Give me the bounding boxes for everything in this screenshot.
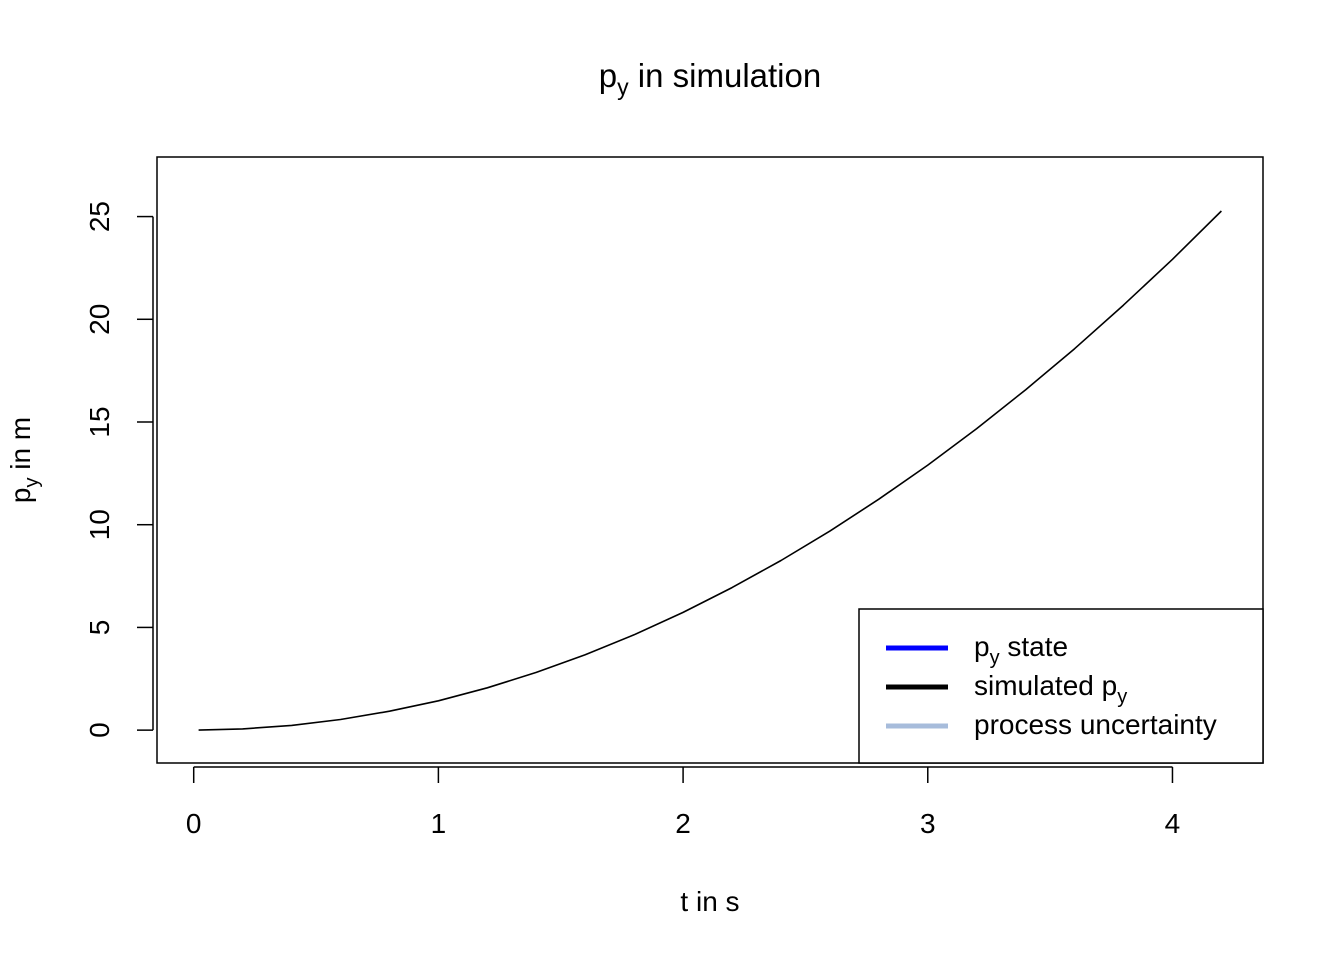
series-line-0	[198, 210, 1222, 731]
x-tick-label: 3	[920, 808, 936, 839]
x-tick-label: 1	[431, 808, 447, 839]
plot-frame	[156, 156, 1264, 764]
y-axis: 0 5 10 15 20 25	[84, 201, 154, 738]
y-axis-label: py in m	[5, 417, 43, 503]
x-tick-label: 2	[675, 808, 691, 839]
y-tick-label: 10	[84, 509, 115, 540]
y-tick-label: 15	[84, 406, 115, 437]
chart-title: py in simulation	[599, 57, 821, 100]
y-tick-label: 20	[84, 304, 115, 335]
legend-label-state: py state	[974, 631, 1068, 669]
y-tick-label: 25	[84, 201, 115, 232]
x-tick-label: 0	[186, 808, 202, 839]
legend-label-simulated: simulated py	[974, 670, 1127, 708]
x-axis: 0 1 2 3 4	[186, 766, 1181, 839]
x-axis-label: t in s	[680, 886, 739, 917]
y-tick-label: 5	[84, 620, 115, 636]
series-layer	[198, 210, 1222, 731]
y-tick-label: 0	[84, 722, 115, 738]
x-tick-label: 4	[1165, 808, 1181, 839]
legend: py state simulated py process uncertaint…	[858, 608, 1264, 764]
legend-label-uncertainty: process uncertainty	[974, 709, 1217, 740]
